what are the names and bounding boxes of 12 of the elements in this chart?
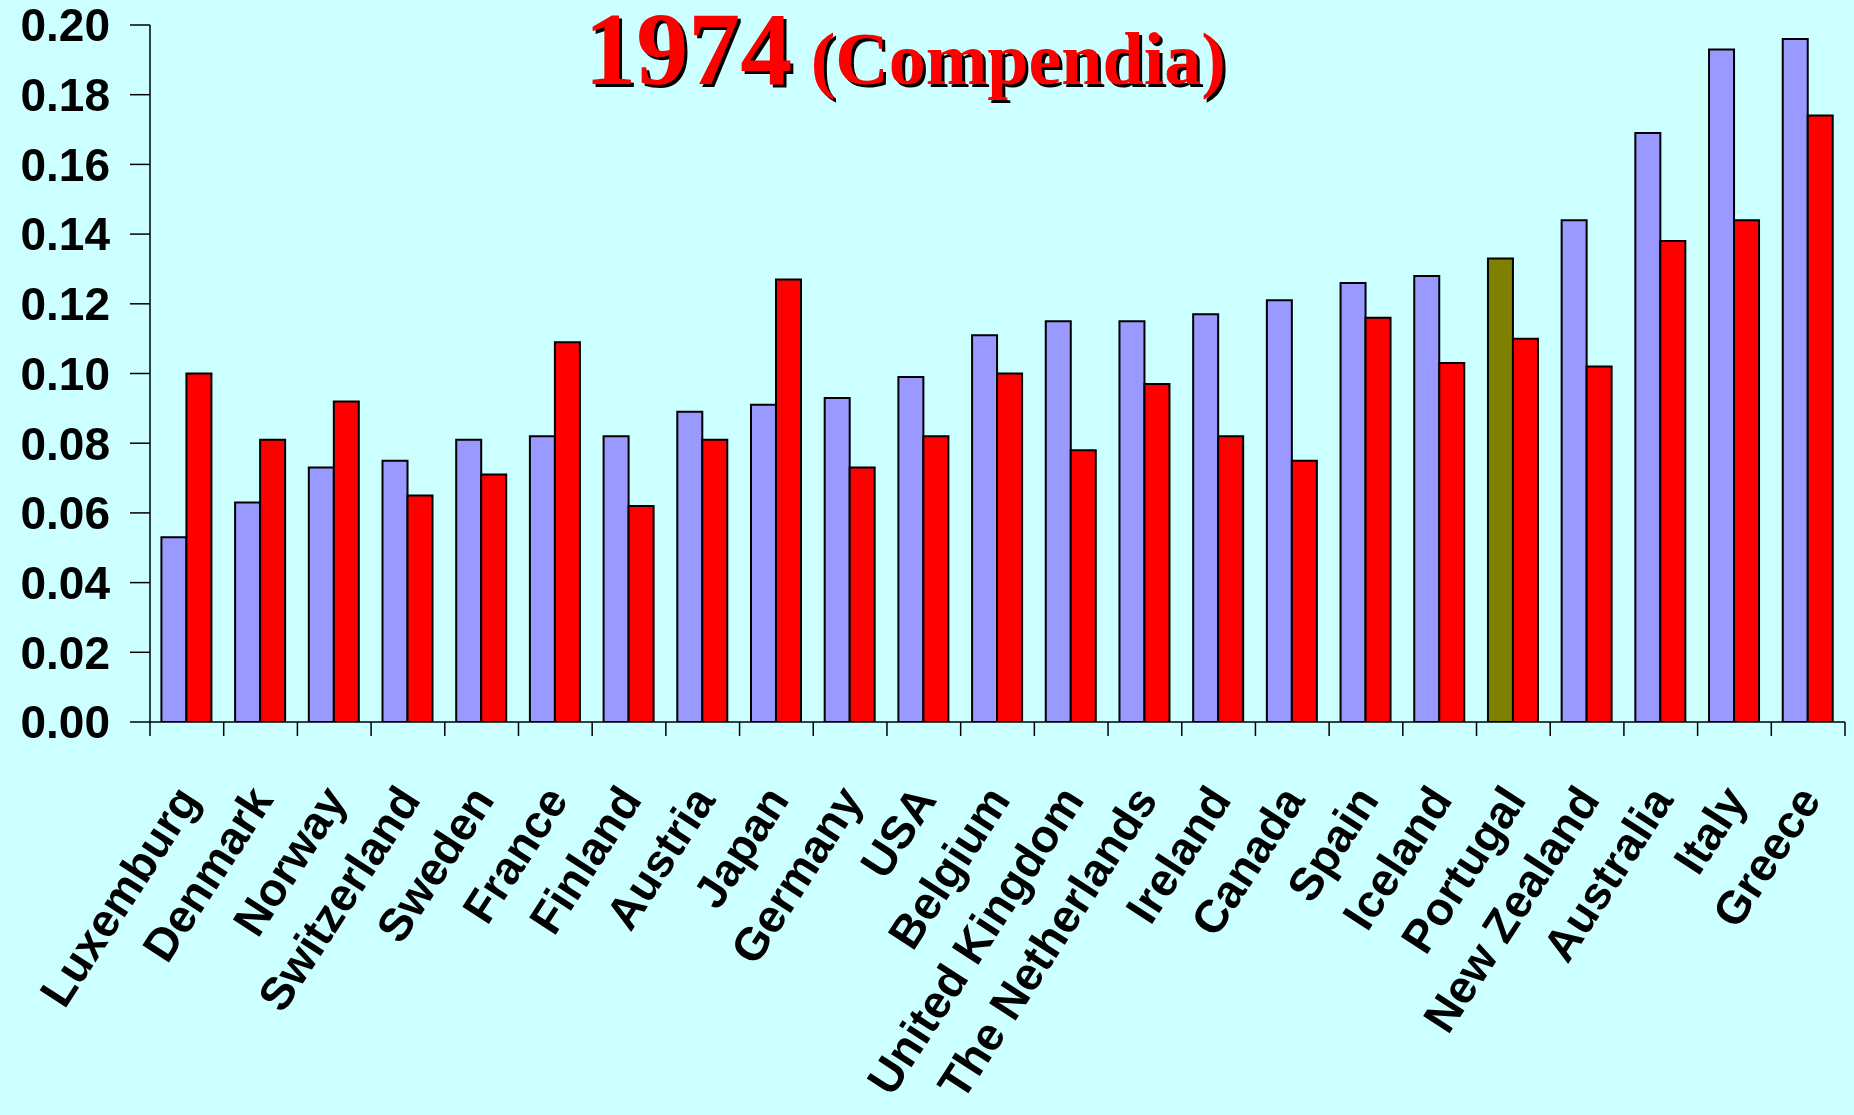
y-tick-label: 0.12 <box>20 278 110 331</box>
y-tick-label: 0.20 <box>20 0 110 52</box>
y-tick-label: 0.18 <box>20 69 110 122</box>
y-tick-label: 0.06 <box>20 487 110 540</box>
y-tick-label: 0.14 <box>20 208 111 261</box>
y-tick-label: 0.04 <box>20 556 111 609</box>
y-tick-label: 0.10 <box>20 347 110 400</box>
y-tick-label: 0.02 <box>20 626 110 679</box>
chart-title: 1974 (Compendia) <box>584 0 1226 106</box>
y-tick-label: 0.16 <box>20 138 110 191</box>
y-tick-label: 0.00 <box>20 696 110 749</box>
y-tick-label: 0.08 <box>20 417 110 470</box>
